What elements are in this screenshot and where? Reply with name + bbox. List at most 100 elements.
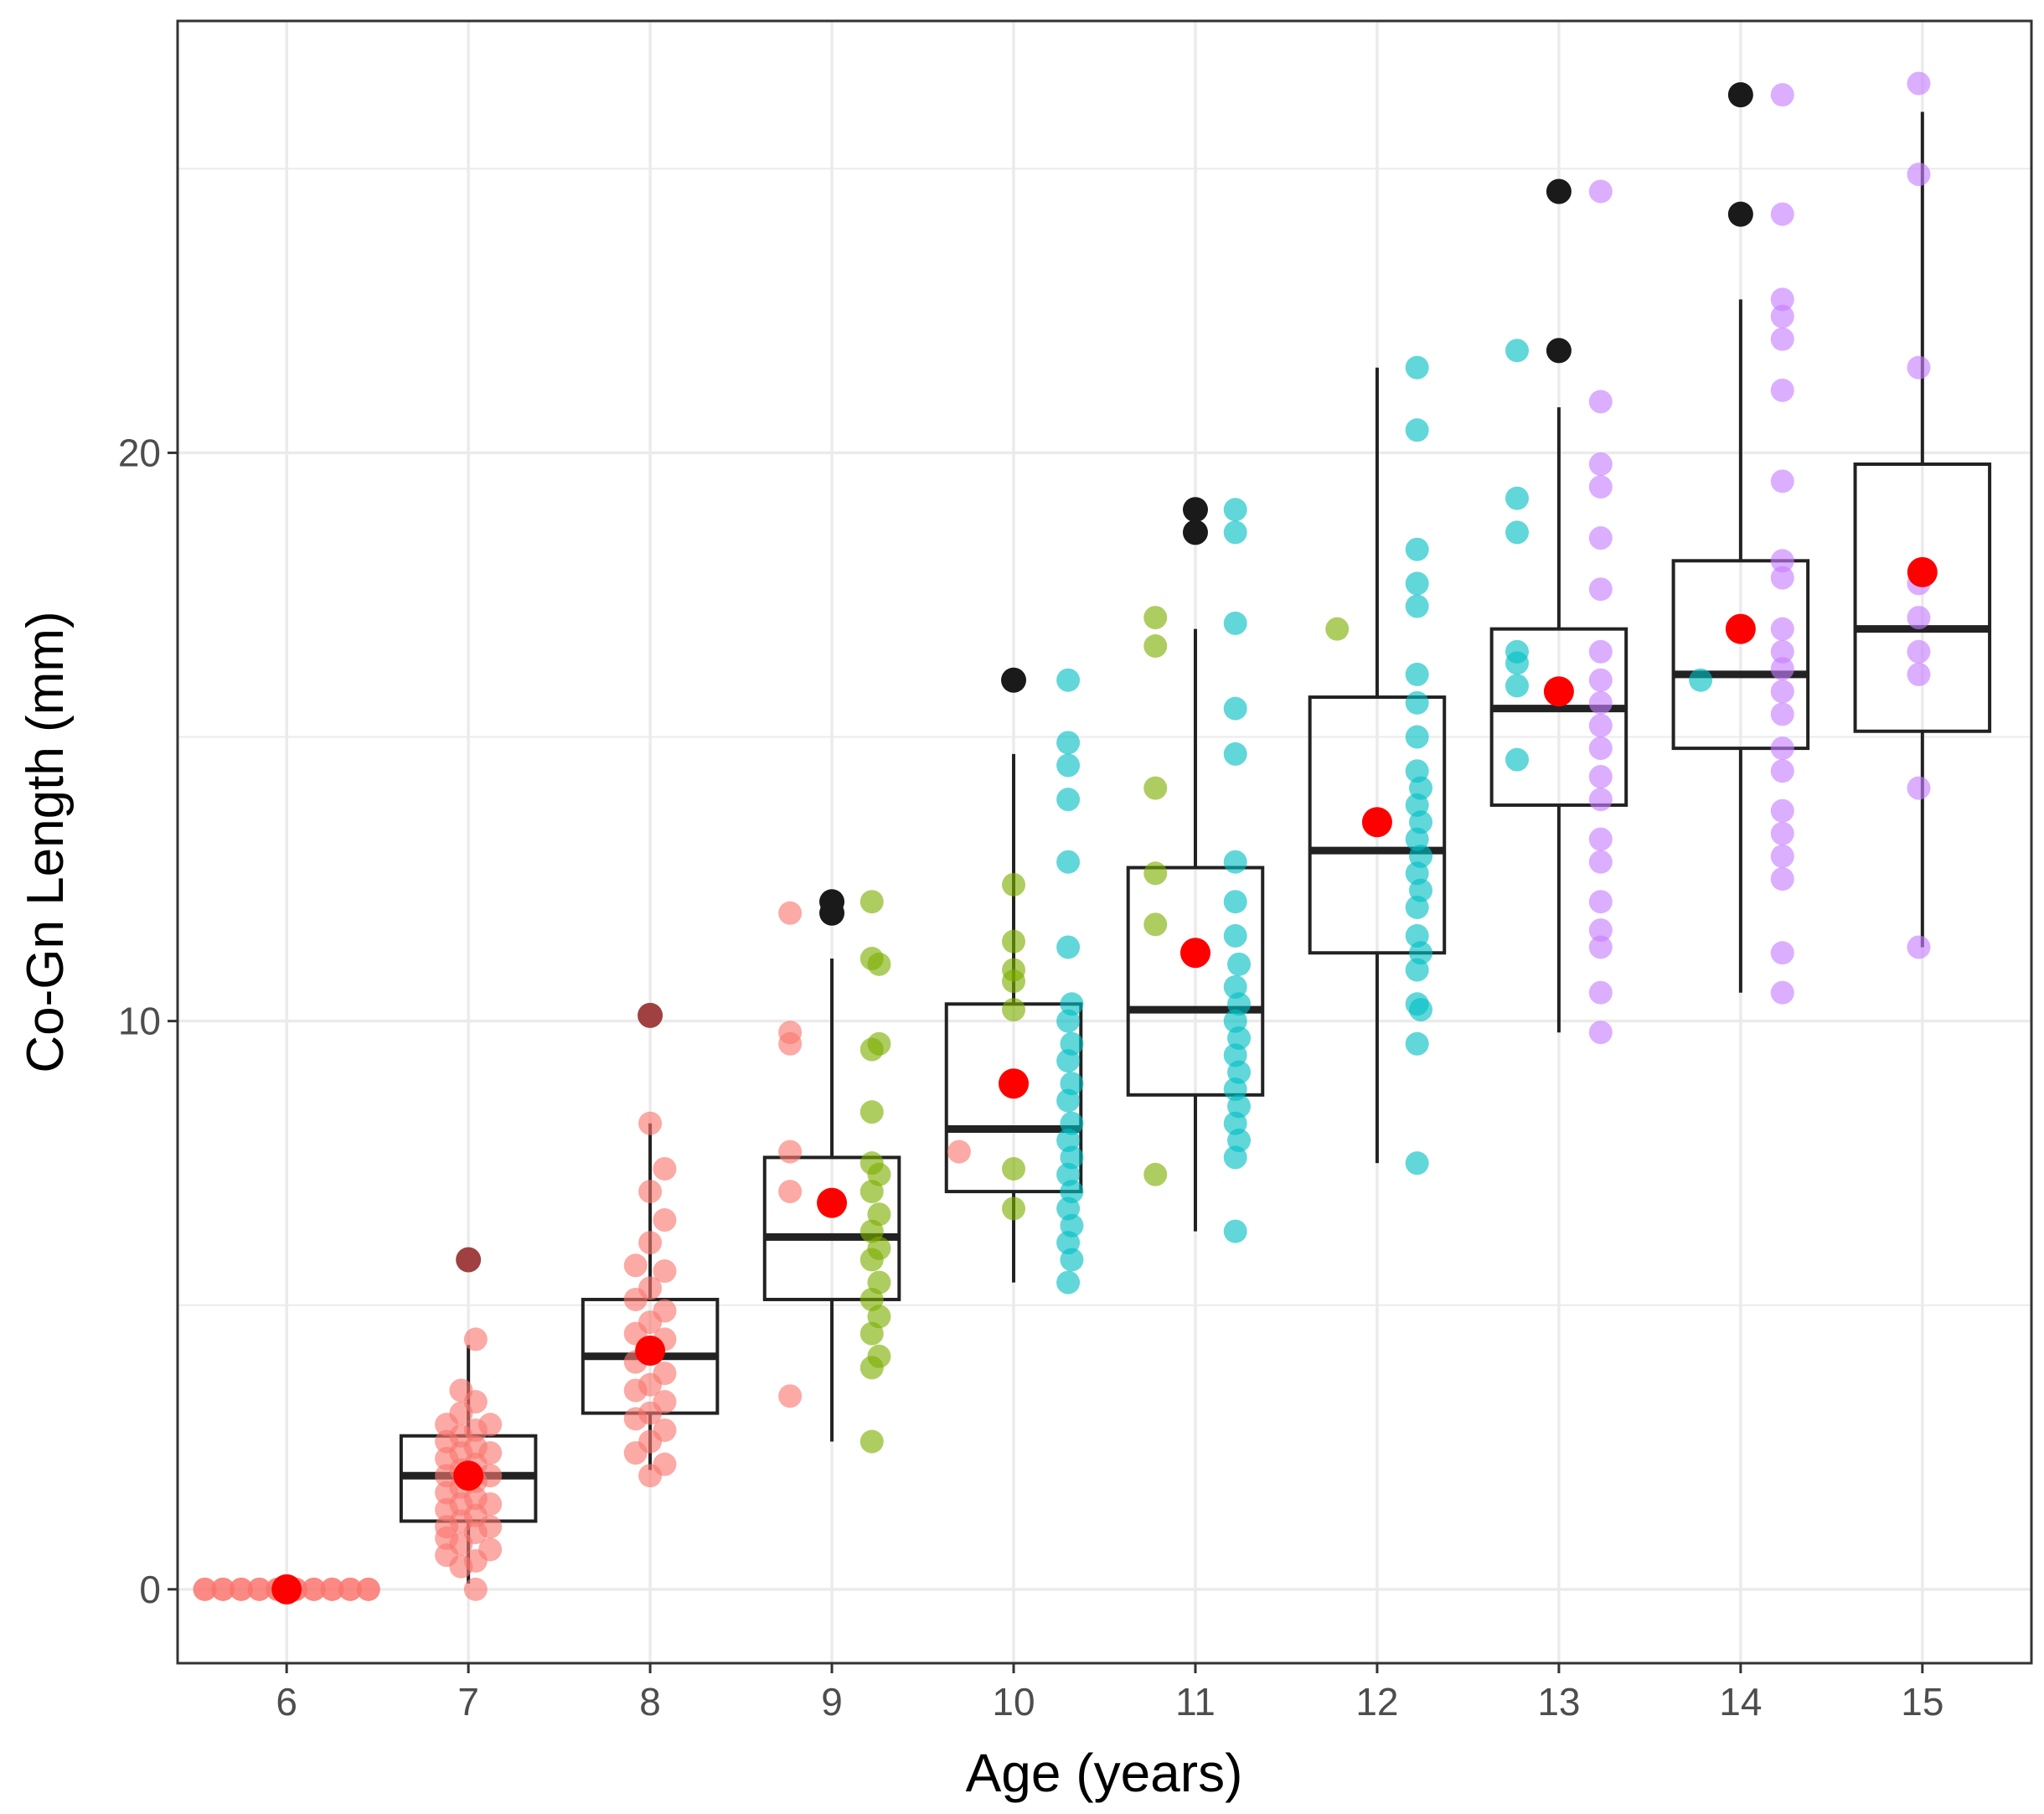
data-point [947, 1140, 971, 1164]
data-point [1227, 1026, 1252, 1050]
data-point [653, 1208, 677, 1233]
data-point [1060, 1213, 1084, 1238]
data-point [1770, 83, 1794, 107]
outlier-point [1727, 201, 1753, 227]
data-point [1143, 634, 1168, 659]
data-point [653, 1418, 677, 1442]
data-point [1588, 690, 1613, 715]
data-point [1505, 486, 1530, 510]
data-point [320, 1577, 344, 1601]
y-tick-label: 0 [139, 1568, 161, 1611]
outlier-point [637, 1002, 663, 1028]
data-point [1588, 713, 1613, 737]
data-point [1505, 674, 1530, 698]
data-point [1409, 844, 1433, 868]
data-point [478, 1441, 503, 1465]
data-point [1223, 611, 1247, 635]
data-point [867, 952, 891, 976]
mean-layer [271, 556, 1938, 1605]
outlier-point [1182, 497, 1208, 523]
data-point [193, 1577, 217, 1601]
data-point [638, 1231, 663, 1255]
x-tick-label: 14 [1719, 1680, 1762, 1724]
point-layer [193, 71, 1931, 1601]
box-iqr [762, 1155, 901, 1301]
data-point [778, 1384, 803, 1408]
x-tick-label: 7 [457, 1680, 479, 1724]
data-point [1227, 1060, 1252, 1084]
data-point [1770, 821, 1794, 845]
x-tick-label: 11 [1175, 1680, 1216, 1724]
data-point [478, 1464, 503, 1488]
panel-border [176, 19, 2033, 1665]
data-point [338, 1577, 363, 1601]
data-point [1056, 788, 1081, 812]
data-point [623, 1253, 648, 1278]
data-point [638, 1180, 663, 1204]
data-point [1056, 935, 1081, 959]
data-point [1409, 998, 1433, 1022]
data-point [1060, 1031, 1084, 1056]
data-point [1770, 566, 1794, 590]
mean-point [271, 1574, 302, 1605]
data-point [1770, 202, 1794, 226]
data-point [1588, 980, 1613, 1005]
data-point [1770, 469, 1794, 494]
box-iqr [1853, 462, 1992, 733]
data-point [1409, 878, 1433, 902]
data-point [1056, 850, 1081, 874]
mean-point [817, 1187, 848, 1218]
data-point [867, 1031, 891, 1056]
data-point [1056, 731, 1081, 755]
data-point [1907, 606, 1931, 630]
data-point [653, 1390, 677, 1414]
data-point [1060, 992, 1084, 1016]
data-point [1770, 844, 1794, 868]
data-point [1409, 941, 1433, 965]
data-point [247, 1577, 271, 1601]
data-point [1770, 378, 1794, 402]
data-point [1223, 742, 1247, 766]
x-tick-label: 13 [1537, 1680, 1580, 1724]
data-point [653, 1452, 677, 1476]
x-tick-label: 12 [1355, 1680, 1398, 1724]
outlier-point [1727, 82, 1753, 108]
box-iqr [1126, 866, 1265, 1097]
data-point [1405, 662, 1429, 686]
data-point [1588, 765, 1613, 789]
data-point [478, 1413, 503, 1437]
x-axis-title: Age (years) [966, 1743, 1243, 1803]
data-point [859, 1100, 884, 1124]
data-point [1770, 702, 1794, 726]
data-point [1770, 287, 1794, 312]
data-point [1325, 617, 1350, 641]
data-point [867, 1344, 891, 1368]
data-point [1223, 850, 1247, 874]
data-point [1405, 1031, 1429, 1056]
data-point [1056, 753, 1081, 778]
data-point [1588, 827, 1613, 851]
data-point [1689, 668, 1713, 692]
data-point [1588, 526, 1613, 550]
data-point [778, 1180, 803, 1204]
data-point [1060, 1145, 1084, 1170]
data-point [1770, 867, 1794, 891]
data-point [1770, 617, 1794, 641]
outlier-layer [456, 82, 1753, 1273]
data-point [1223, 498, 1247, 522]
data-point [778, 901, 803, 925]
data-point [859, 1429, 884, 1454]
data-point [463, 1577, 488, 1601]
data-point [1405, 537, 1429, 561]
data-point [1143, 861, 1168, 886]
data-point [1588, 390, 1613, 414]
data-point [1588, 1021, 1613, 1045]
data-point [1770, 327, 1794, 351]
data-point [1588, 918, 1613, 943]
data-point [1907, 163, 1931, 187]
outlier-point [1546, 178, 1572, 204]
data-point [1060, 1248, 1084, 1272]
data-point [1588, 452, 1613, 476]
data-point [1907, 776, 1931, 800]
data-point [1143, 1162, 1168, 1186]
